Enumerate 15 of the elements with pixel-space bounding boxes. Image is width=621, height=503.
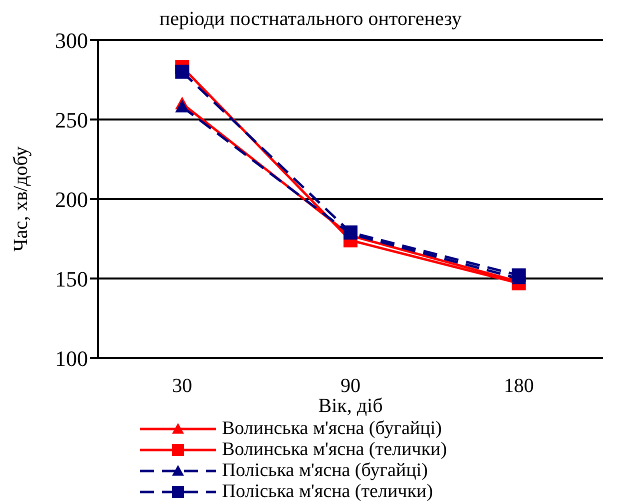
y-tick-label: 300 bbox=[55, 28, 88, 53]
y-tick-label: 200 bbox=[55, 186, 88, 212]
chart-title: періоди постнатального онтогенезу bbox=[159, 8, 462, 30]
legend-label: Поліська м'ясна (телички) bbox=[222, 481, 433, 502]
x-axis-title: Вік, діб bbox=[318, 395, 383, 417]
legend-label: Поліська м'ясна (бугайці) bbox=[222, 460, 428, 481]
y-tick-label: 100 bbox=[55, 346, 88, 371]
legend-label: Волинська м'ясна (бугайці) bbox=[222, 418, 442, 439]
y-tick-label: 250 bbox=[55, 107, 88, 132]
x-tick-label: 90 bbox=[340, 375, 360, 398]
y-tick-label: 150 bbox=[55, 266, 88, 292]
x-tick-label: 30 bbox=[172, 375, 192, 398]
x-tick-label: 180 bbox=[504, 375, 534, 398]
legend-label: Волинська м'ясна (телички) bbox=[222, 439, 447, 460]
y-axis-title: Час, хв/добу bbox=[10, 146, 32, 252]
